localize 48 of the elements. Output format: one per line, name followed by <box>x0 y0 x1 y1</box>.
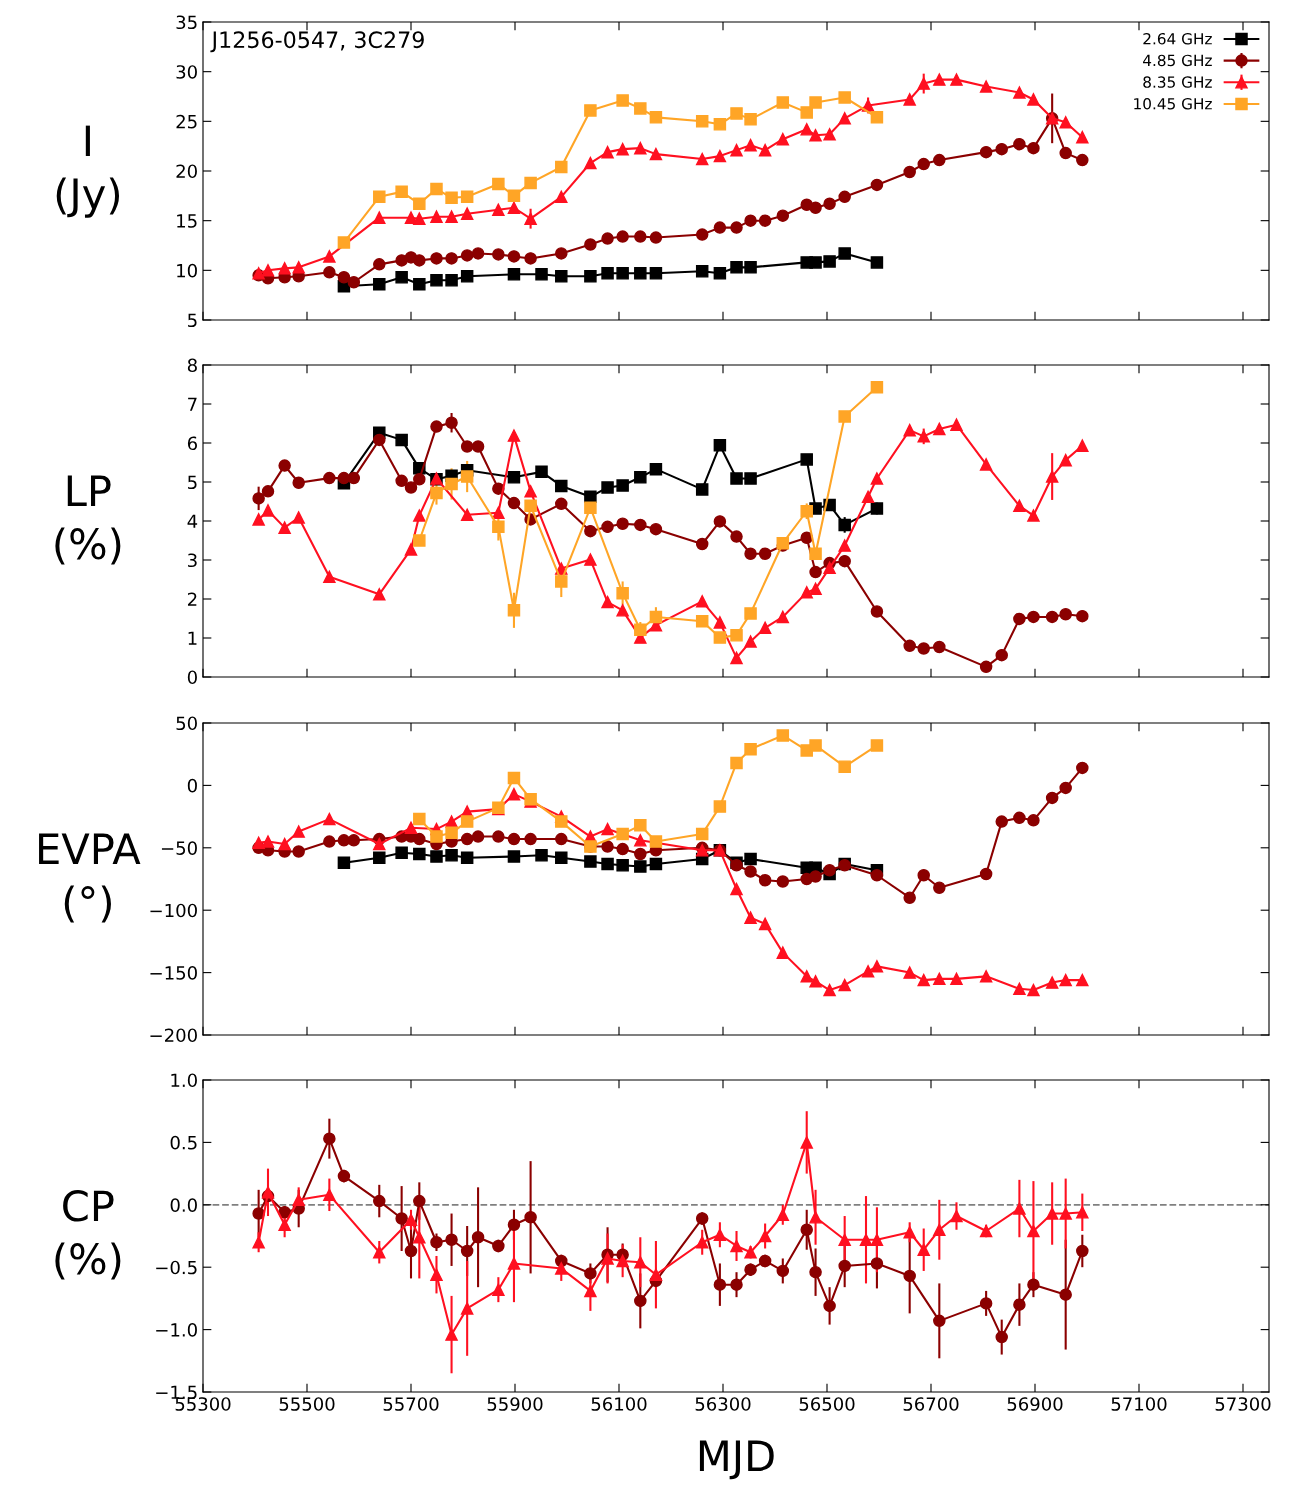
y-tick-label: −100 <box>150 903 197 918</box>
y-tick-label: 5 <box>188 475 197 490</box>
y-tick-label: 8 <box>187 358 197 373</box>
y-tick-label: 25 <box>176 114 197 129</box>
y-tick-label: 15 <box>177 214 197 228</box>
y-tick-label: −1.0 <box>156 1323 197 1337</box>
x-tick-label: 55500 <box>279 1397 335 1411</box>
y-axis-title: EVPA (°) <box>39 833 141 923</box>
y-tick-label: −0.5 <box>156 1260 197 1275</box>
y-tick-label: 3 <box>188 553 197 568</box>
legend-label: 8.35 GHz <box>1143 76 1212 88</box>
y-tick-label: 6 <box>187 436 197 451</box>
x-tick-label: 55700 <box>383 1397 439 1411</box>
y-tick-label: −150 <box>150 966 197 980</box>
y-tick-label: 35 <box>176 15 197 30</box>
x-tick-label: 56100 <box>591 1397 647 1411</box>
x-tick-label: 56500 <box>799 1397 855 1411</box>
y-tick-label: 1.0 <box>171 1073 197 1088</box>
y-axis-title: CP (%) <box>55 1190 121 1280</box>
x-tick-label: 57100 <box>1111 1397 1167 1411</box>
annotation: J1256-0547, 3C279 <box>210 31 424 53</box>
x-tick-label: 55300 <box>175 1397 231 1411</box>
y-axis-title: I (Jy) <box>56 125 120 218</box>
y-axis-title: LP (%) <box>55 475 121 565</box>
x-tick-label: 56300 <box>695 1397 751 1411</box>
y-tick-label: 4 <box>187 514 198 528</box>
legend-label: 4.85 GHz <box>1143 54 1212 67</box>
x-tick-label: 56700 <box>903 1397 959 1411</box>
y-tick-label: −50 <box>161 841 197 855</box>
x-tick-label: 57300 <box>1215 1397 1271 1411</box>
y-tick-label: 0.5 <box>170 1135 197 1150</box>
y-tick-label: 0 <box>187 778 197 793</box>
y-tick-label: 1 <box>188 631 197 645</box>
y-tick-label: 30 <box>176 65 197 79</box>
y-tick-label: 2 <box>187 592 197 606</box>
x-tick-label: 55900 <box>487 1397 543 1411</box>
y-tick-label: 50 <box>176 716 197 731</box>
y-tick-label: 0 <box>187 670 197 685</box>
y-tick-label: 0.0 <box>170 1198 197 1212</box>
legend-label: 10.45 GHz <box>1134 97 1212 110</box>
x-tick-label: 56900 <box>1007 1397 1063 1411</box>
y-tick-label: 20 <box>176 164 197 179</box>
y-tick-label: −200 <box>150 1028 197 1043</box>
y-tick-label: 10 <box>177 263 197 278</box>
legend-label: 2.64 GHz <box>1143 32 1212 45</box>
y-tick-label: 7 <box>188 397 197 411</box>
y-tick-label: 5 <box>188 313 197 328</box>
x-axis-title: MJD <box>699 1440 774 1480</box>
